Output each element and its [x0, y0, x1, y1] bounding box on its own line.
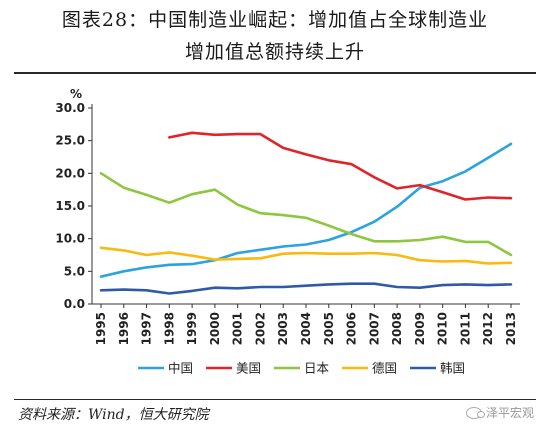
y-tick-label: 30.0	[55, 101, 85, 115]
axes: % 0.0 5.0 10.0 15.0 20.0 25.0 30.0 1995 1996 1997 1…	[55, 87, 520, 345]
bottom-divider	[14, 399, 536, 400]
watermark-text: 泽平宏观	[485, 406, 534, 420]
series-line-日本	[99, 172, 513, 257]
x-tick-label: 2003	[276, 312, 290, 345]
line-chart: % 0.0 5.0 10.0 15.0 20.0 25.0 30.0 1995 1996 1997 1…	[55, 87, 520, 376]
x-tick-label: 2009	[413, 312, 427, 345]
x-tick-label: 1996	[117, 312, 131, 345]
x-tick-label: 1999	[185, 312, 199, 345]
x-tick-label: 2000	[208, 312, 222, 345]
series-line-韩国	[99, 282, 513, 295]
wechat-icon	[465, 406, 485, 419]
y-tick-label: 25.0	[55, 134, 85, 148]
x-tick-label: 2007	[367, 312, 381, 345]
top-divider	[14, 72, 536, 74]
series-line-德国	[99, 246, 513, 265]
legend-label: 日本	[304, 361, 330, 376]
x-tick-label: 2010	[436, 312, 450, 345]
y-tick-label: 5.0	[64, 264, 85, 278]
x-tick-label: 2013	[504, 312, 518, 345]
title-line-2: 增加值总额持续上升	[184, 41, 365, 63]
y-tick-label: 20.0	[55, 166, 85, 180]
watermark: 泽平宏观	[465, 404, 534, 421]
x-tick-label: 2012	[481, 312, 495, 345]
series-line-美国	[168, 131, 513, 201]
y-unit-label: %	[70, 87, 82, 101]
legend: 中国 美国 日本 德国 韩国	[138, 361, 465, 376]
x-tick-label: 2006	[345, 312, 359, 345]
x-tick-label: 2002	[253, 312, 267, 345]
x-tick-label: 2011	[458, 312, 472, 345]
x-tick-label: 2001	[231, 312, 245, 345]
legend-label: 美国	[236, 361, 261, 376]
legend-label: 中国	[168, 361, 193, 376]
x-tick-label: 1995	[94, 312, 108, 345]
x-tick-label: 2005	[322, 312, 336, 345]
y-tick-label: 10.0	[55, 232, 85, 246]
y-tick-label: 15.0	[55, 199, 85, 213]
y-tick-label: 0.0	[64, 297, 85, 311]
series-lines	[99, 131, 513, 295]
legend-label: 韩国	[440, 361, 465, 376]
x-tick-label: 2008	[390, 312, 404, 345]
x-tick-label: 2004	[299, 312, 313, 345]
source-note: 资料来源：Wind，恒大研究院	[18, 407, 209, 423]
series-line-中国	[99, 142, 513, 278]
legend-label: 德国	[372, 361, 397, 376]
x-tick-label: 1997	[140, 312, 154, 345]
x-tick-label: 1998	[162, 312, 176, 345]
title-line-1: 图表28：中国制造业崛起：增加值占全球制造业	[61, 9, 489, 31]
